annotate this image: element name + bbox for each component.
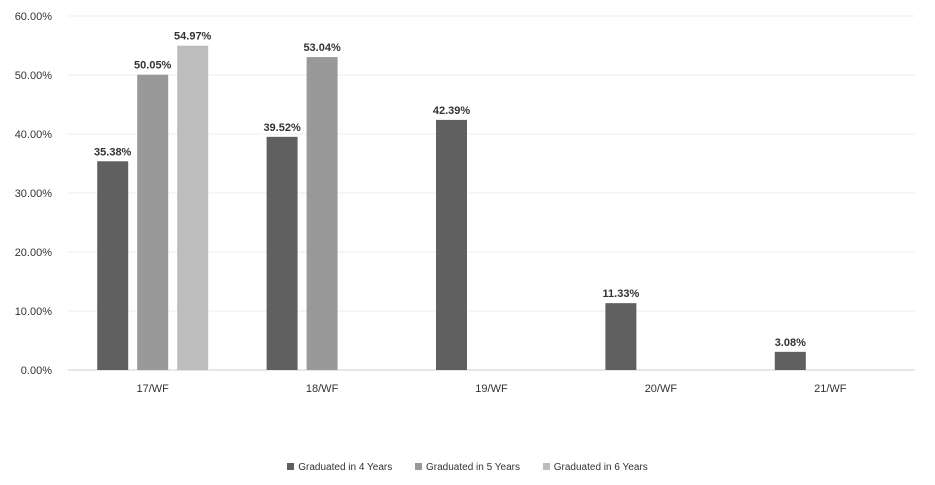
y-tick-label: 20.00%	[15, 247, 53, 259]
data-label: 11.33%	[603, 288, 640, 300]
legend: Graduated in 4 Years Graduated in 5 Year…	[0, 462, 935, 473]
y-tick-label: 30.00%	[15, 188, 53, 200]
y-tick-label: 0.00%	[21, 365, 52, 377]
legend-swatch-5-years	[415, 463, 423, 470]
chart: 0.00% 10.00% 20.00% 30.00% 40.00% 50.00% 60.00…	[15, 11, 915, 395]
data-label: 39.52%	[263, 122, 301, 134]
bar	[266, 136, 298, 370]
legend-item-5-years: Graduated in 5 Years	[415, 462, 520, 473]
legend-swatch-4-years	[287, 463, 295, 470]
data-label: 42.39%	[433, 105, 471, 117]
bar	[605, 303, 637, 370]
x-category-label: 18/WF	[306, 383, 339, 395]
data-label: 50.05%	[134, 60, 172, 72]
legend-item-6-years: Graduated in 6 Years	[542, 462, 648, 473]
bar	[436, 119, 467, 370]
legend-label-6-years: Graduated in 6 Years	[553, 462, 648, 473]
legend-item-4-years: Graduated in 4 Years	[287, 462, 392, 473]
data-label: 53.04%	[303, 42, 341, 54]
bar	[137, 74, 169, 370]
legend-swatch-6-years	[542, 463, 550, 470]
legend-label-5-years: Graduated in 5 Years	[426, 462, 520, 473]
x-category-label: 20/WF	[645, 383, 678, 395]
data-label: 3.08%	[775, 337, 806, 349]
data-label: 54.97%	[174, 31, 212, 43]
bar	[306, 57, 338, 371]
bar	[177, 45, 209, 370]
y-tick-label: 60.00%	[15, 11, 53, 23]
x-category-label: 21/WF	[814, 383, 847, 395]
legend-label-4-years: Graduated in 4 Years	[298, 462, 393, 473]
y-tick-label: 10.00%	[15, 306, 53, 318]
y-tick-label: 40.00%	[15, 129, 53, 141]
x-category-label: 17/WF	[136, 383, 169, 395]
y-tick-label: 50.00%	[15, 70, 53, 82]
bar	[774, 351, 806, 370]
x-category-label: 19/WF	[475, 383, 508, 395]
data-label: 35.38%	[94, 146, 132, 158]
bar	[97, 161, 129, 370]
